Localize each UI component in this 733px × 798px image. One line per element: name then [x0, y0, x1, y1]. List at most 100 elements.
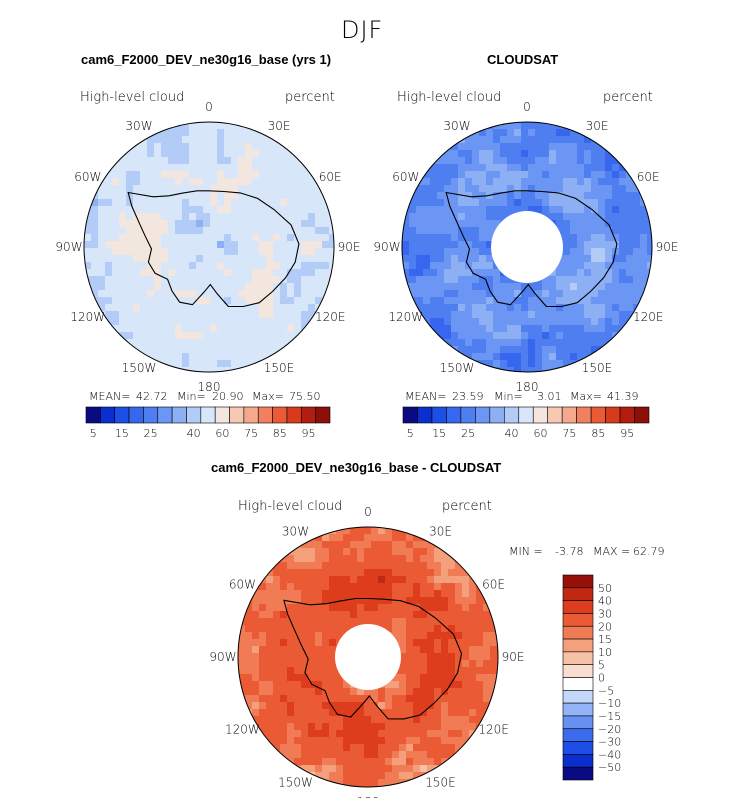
panel2-stat-min-label: Min= — [494, 390, 523, 403]
field-cell — [280, 562, 288, 570]
field-cell — [469, 681, 477, 689]
field-cell — [189, 220, 197, 228]
field-cell — [605, 234, 613, 242]
field-cell — [535, 143, 543, 151]
field-cell — [259, 199, 267, 207]
field-cell — [252, 129, 260, 137]
colorbar-swatch — [562, 600, 594, 614]
field-cell — [329, 744, 337, 752]
field-cell — [364, 590, 372, 598]
field-cell — [266, 339, 274, 347]
field-cell — [301, 569, 309, 577]
field-cell — [182, 304, 190, 312]
field-cell — [203, 290, 211, 298]
field-cell — [154, 290, 162, 298]
field-cell — [413, 681, 421, 689]
field-cell — [350, 527, 358, 535]
panel3-title: cam6_F2000_DEV_ne30g16_base - CLOUDSAT — [211, 460, 502, 475]
field-cell — [301, 660, 309, 668]
field-cell — [217, 339, 225, 347]
field-cell — [423, 262, 431, 270]
field-cell — [476, 639, 484, 647]
colorbar-label: 60 — [215, 427, 229, 440]
field-cell — [444, 164, 452, 172]
field-cell — [416, 185, 424, 193]
field-cell — [364, 548, 372, 556]
field-cell — [182, 150, 190, 158]
field-cell — [420, 562, 428, 570]
field-cell — [140, 199, 148, 207]
field-cell — [259, 653, 267, 661]
field-cell — [266, 283, 274, 291]
field-cell — [168, 290, 176, 298]
field-cell — [472, 283, 480, 291]
field-cell — [280, 716, 288, 724]
field-cell — [549, 304, 557, 312]
field-cell — [549, 171, 557, 179]
field-cell — [633, 220, 641, 228]
field-cell — [287, 583, 295, 591]
field-cell — [469, 625, 477, 633]
field-cell — [182, 290, 190, 298]
field-cell — [315, 765, 323, 773]
field-cell — [633, 227, 641, 235]
field-cell — [406, 569, 414, 577]
field-cell — [126, 255, 134, 263]
field-cell — [315, 618, 323, 626]
field-cell — [378, 569, 386, 577]
field-cell — [322, 534, 330, 542]
field-cell — [434, 716, 442, 724]
lon-label-150e: 150E — [582, 361, 613, 375]
field-cell — [479, 178, 487, 186]
field-cell — [259, 276, 267, 284]
field-cell — [322, 248, 330, 256]
field-cell — [392, 541, 400, 549]
field-cell — [605, 269, 613, 277]
field-cell — [430, 318, 438, 326]
field-cell — [507, 199, 515, 207]
field-cell — [315, 653, 323, 661]
field-cell — [413, 723, 421, 731]
field-cell — [133, 164, 141, 172]
field-cell — [175, 164, 183, 172]
field-cell — [154, 213, 162, 221]
field-cell — [451, 150, 459, 158]
field-cell — [238, 129, 246, 137]
field-cell — [556, 325, 564, 333]
field-cell — [451, 276, 459, 284]
field-cell — [315, 709, 323, 717]
field-cell — [500, 178, 508, 186]
field-cell — [154, 346, 162, 354]
field-cell — [301, 185, 309, 193]
field-cell — [126, 241, 134, 249]
field-cell — [427, 730, 435, 738]
field-cell — [385, 765, 393, 773]
field-cell — [514, 164, 522, 172]
field-cell — [420, 618, 428, 626]
field-cell — [385, 590, 393, 598]
field-cell — [294, 590, 302, 598]
field-cell — [430, 227, 438, 235]
field-cell — [462, 702, 470, 710]
field-cell — [430, 171, 438, 179]
field-cell — [105, 262, 113, 270]
field-cell — [423, 311, 431, 319]
field-cell — [126, 164, 134, 172]
field-cell — [203, 143, 211, 151]
field-cell — [500, 136, 508, 144]
field-cell — [385, 541, 393, 549]
colorbar-label: 30 — [598, 607, 612, 620]
field-cell — [392, 744, 400, 752]
field-cell — [294, 192, 302, 200]
field-cell — [584, 304, 592, 312]
field-cell — [175, 227, 183, 235]
field-cell — [399, 562, 407, 570]
field-cell — [273, 234, 281, 242]
field-cell — [98, 283, 106, 291]
field-cell — [483, 632, 491, 640]
field-cell — [294, 653, 302, 661]
field-cell — [479, 227, 487, 235]
colorbar-label: 40 — [505, 427, 519, 440]
field-cell — [322, 751, 330, 759]
field-cell — [626, 227, 634, 235]
